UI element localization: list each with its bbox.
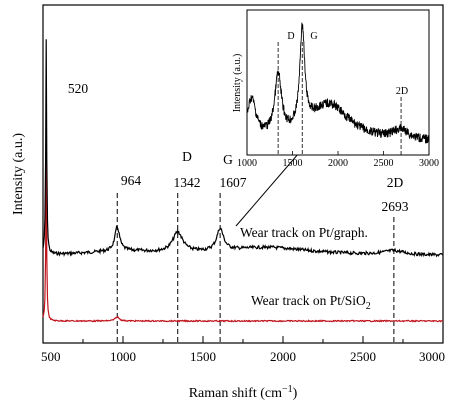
peak-label-2693: 2693 (382, 199, 409, 214)
inset-plot-frame (246, 9, 430, 156)
inset-connector-line (235, 145, 306, 227)
peak-label-1342: 1342 (174, 175, 201, 190)
series-label-pt-sio2: Wear track on Pt/SiO2 (251, 293, 371, 312)
inset-band-label-g: G (310, 31, 317, 42)
band-label-d: D (182, 149, 192, 164)
inset-x-ticks: 1000 1500 2000 2500 3000 (237, 151, 439, 169)
inset-x-tick-label-2000: 2000 (328, 158, 348, 169)
inset-x-tick-label-1000: 1000 (237, 158, 257, 169)
main-x-ticks: 500 1000 1500 2000 2500 3000 (41, 336, 445, 364)
main-peak-guides (116, 193, 395, 343)
inset-band-label-2d: 2D (396, 86, 408, 97)
peak-label-1607: 1607 (220, 175, 247, 190)
inset-x-tick-label-1500: 1500 (283, 158, 303, 169)
x-tick-label-2000: 2000 (270, 349, 296, 364)
inset-y-axis-title: Intensity (a.u.) (232, 54, 243, 113)
inset-x-tick-label-2500: 2500 (374, 158, 394, 169)
x-tick-label-1500: 1500 (190, 349, 216, 364)
x-tick-label-1000: 1000 (110, 349, 136, 364)
band-label-2d: 2D (387, 175, 404, 190)
inset-series-line (246, 22, 430, 144)
x-tick-label-500: 500 (41, 349, 61, 364)
inset-plot: 1000 1500 2000 2500 3000 Intensity (a.u.) D … (232, 9, 439, 169)
y-axis-title: Intensity (a.u.) (11, 133, 26, 215)
inset-peak-guides (277, 42, 402, 155)
inset-band-label-d: D (287, 31, 294, 42)
x-axis-title: Raman shift (cm−1) (189, 384, 298, 401)
peak-label-964: 964 (121, 173, 142, 188)
x-tick-label-3000: 3000 (419, 349, 445, 364)
peak-label-520: 520 (68, 81, 89, 96)
series-label-pt-graph: Wear track on Pt/graph. (240, 225, 368, 240)
x-tick-label-2500: 2500 (350, 349, 376, 364)
series-line-pt-sio2 (42, 155, 444, 323)
series-line-pt-graph (42, 39, 444, 258)
inset-x-tick-label-3000: 3000 (419, 158, 439, 169)
band-label-g: G (223, 152, 233, 167)
